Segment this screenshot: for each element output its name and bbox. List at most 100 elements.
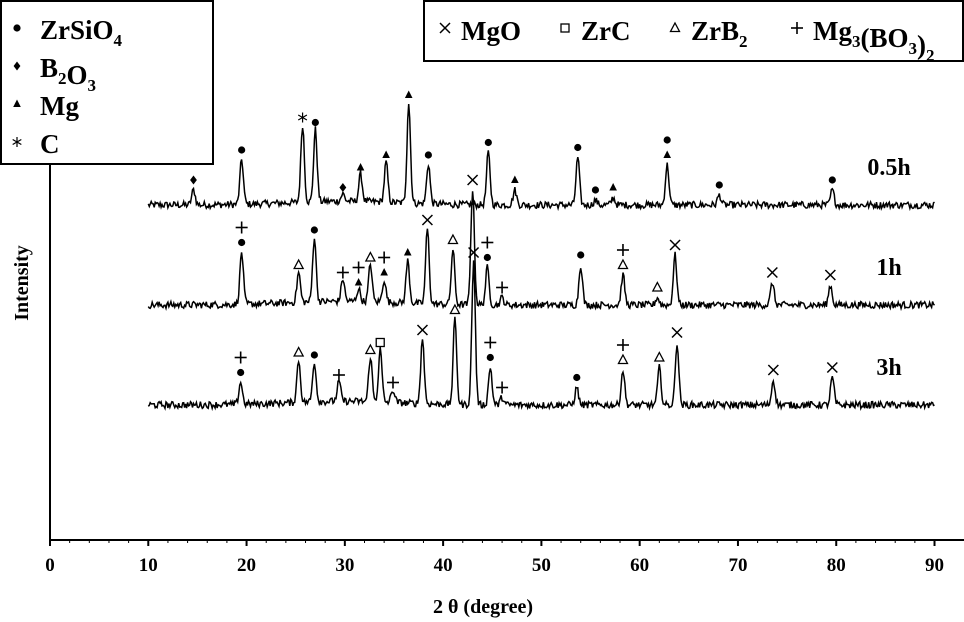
series-layer [147, 104, 936, 412]
mg-marker [663, 150, 671, 158]
mgo-marker [669, 239, 681, 251]
zrb2-marker [364, 251, 376, 262]
curve-label-3h: 3h [876, 355, 901, 381]
mgo-marker [671, 326, 683, 339]
curve-label-1h: 1h [876, 255, 901, 281]
series-line-0.5h [147, 104, 935, 212]
zrb2-marker [449, 303, 461, 315]
zrsio4-marker [591, 186, 600, 194]
mgo-marker [439, 22, 451, 34]
mgo-marker [421, 214, 433, 226]
zrb2-marker [293, 258, 305, 270]
zrsio4-marker [238, 146, 246, 154]
x-tick-label: 50 [532, 555, 551, 576]
b2o3-marker [339, 183, 347, 192]
mgo-marker [766, 266, 778, 279]
b2o3-marker [13, 61, 21, 71]
zrsio4-marker [13, 24, 21, 32]
x-tick-label: 40 [434, 555, 453, 576]
mg-marker [356, 163, 365, 171]
zrb2-marker [617, 258, 629, 270]
mg-marker [403, 248, 412, 256]
legend-label: Mg3(BO3)2 [813, 16, 935, 65]
x-tick-label: 10 [139, 555, 158, 576]
carbon-marker [12, 137, 22, 147]
zrsio4-marker [311, 118, 319, 127]
zrsio4-marker [663, 136, 671, 144]
zrb2-marker [653, 351, 665, 362]
zrsio4-marker [238, 238, 246, 247]
peak-markers [190, 90, 838, 394]
zrsio4-marker [577, 251, 585, 259]
mg3bo32-marker [496, 381, 509, 394]
mg3bo32-marker [496, 281, 509, 294]
zrb2-marker [364, 343, 376, 355]
legend-label: ZrB2 [691, 16, 748, 51]
zrsio4-marker [237, 368, 245, 377]
mg3bo32-marker [481, 236, 494, 249]
legend-box-left [0, 0, 214, 165]
zrc-marker [375, 337, 385, 348]
x-tick-label: 30 [335, 555, 354, 576]
legend-entry: Mg3(BO3)2 [791, 16, 935, 65]
x-tick-label: 90 [925, 555, 944, 576]
zrsio4-marker [573, 373, 581, 382]
legend-label: ZrSiO4 [40, 15, 123, 50]
mg3bo32-marker [378, 251, 391, 264]
mg-marker [13, 99, 21, 107]
b2o3-marker [190, 175, 197, 185]
mg3bo32-marker [352, 261, 365, 274]
zrc-marker [560, 23, 570, 33]
zrsio4-marker [483, 253, 491, 262]
x-tick-label: 80 [827, 555, 846, 576]
zrsio4-marker [484, 138, 492, 147]
x-tick-label: 0 [45, 555, 55, 576]
mg3bo32-marker [235, 221, 248, 234]
mg-marker [404, 90, 413, 98]
mgo-marker [767, 364, 779, 376]
x-tick-label: 60 [630, 555, 649, 576]
legend-entry: C [12, 129, 60, 159]
carbon-marker [297, 112, 308, 123]
mg-marker [609, 183, 617, 191]
mg-marker [380, 268, 388, 276]
mgo-marker [467, 174, 479, 186]
zrsio4-marker [574, 143, 582, 152]
legend-entry: ZrC [560, 16, 631, 46]
zrsio4-marker [310, 226, 318, 234]
zrb2-marker [651, 281, 663, 292]
zrb2-marker [447, 233, 459, 245]
x-tick-label: 20 [237, 555, 256, 576]
zrsio4-marker [486, 353, 494, 362]
zrsio4-marker [715, 181, 723, 189]
mgo-marker [826, 361, 838, 374]
mg3bo32-marker [332, 369, 345, 381]
legend-entry: ZrSiO4 [13, 15, 123, 50]
mg-marker [511, 175, 519, 183]
mg3bo32-marker [386, 376, 399, 389]
legend-label: B2O3 [40, 53, 96, 95]
legend-label: Mg [40, 91, 79, 121]
legend-label: C [40, 129, 60, 159]
mgo-marker [416, 324, 429, 336]
mg3bo32-marker [616, 244, 629, 256]
mg3bo32-marker [484, 336, 497, 349]
legend-box-right [423, 0, 964, 62]
axes: 0 10 20 30 40 50 60 70 80 90 [45, 0, 964, 576]
legend-entry: B2O3 [13, 53, 96, 95]
legend-label: ZrC [581, 16, 631, 46]
mg3bo32-marker [336, 266, 349, 279]
zrsio4-marker [424, 151, 432, 159]
curve-labels: 0.5h 1h 3h [867, 155, 910, 381]
series-line-3h [147, 260, 935, 412]
y-axis-label: Intensity [11, 245, 33, 321]
legend-entry: ZrB2 [669, 16, 748, 51]
mg3bo32-marker [234, 351, 247, 364]
mg-marker [382, 150, 390, 158]
zrb2-marker [293, 346, 305, 357]
zrsio4-marker [828, 176, 836, 184]
x-tick-label: 70 [728, 555, 747, 576]
mg3bo32-marker [791, 22, 803, 34]
